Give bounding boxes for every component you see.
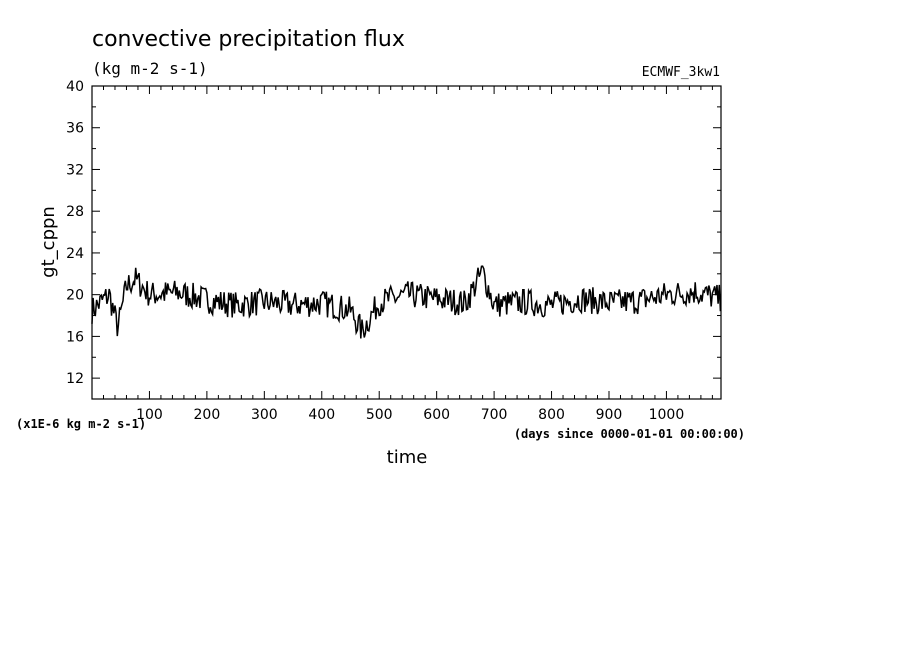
x-tick-label: 1000 <box>649 407 685 423</box>
y-tick-label: 40 <box>66 79 84 95</box>
x-tick-label: 700 <box>481 407 508 423</box>
y-tick-label: 32 <box>66 162 84 178</box>
x-tick-label: 300 <box>251 407 278 423</box>
y-tick-label: 28 <box>66 204 84 220</box>
x-tick-label: 100 <box>136 407 163 423</box>
y-tick-label: 12 <box>66 371 84 387</box>
y-tick-label: 24 <box>66 246 84 262</box>
series-line <box>91 265 722 339</box>
axis-ticks <box>91 85 721 400</box>
y-scale-note: (x1E-6 kg m-2 s-1) <box>16 417 146 431</box>
x-tick-label: 900 <box>596 407 623 423</box>
x-units-note: (days since 0000-01-01 00:00:00) <box>514 427 745 441</box>
x-tick-label: 400 <box>308 407 335 423</box>
chart-units: (kg m-2 s-1) <box>92 59 208 78</box>
y-tick-label: 20 <box>66 288 84 304</box>
x-tick-labels: 100 200 300 400 500 600 700 800 900 1000 <box>136 407 684 423</box>
chart-title: convective precipitation flux <box>92 27 405 52</box>
dataset-label: ECMWF_3kw1 <box>642 65 720 80</box>
y-axis-label: gt_cppn <box>38 206 59 278</box>
x-tick-label: 800 <box>538 407 565 423</box>
x-axis-label: time <box>387 447 428 468</box>
y-tick-label: 16 <box>66 329 84 345</box>
x-tick-label: 600 <box>423 407 450 423</box>
x-tick-label: 200 <box>194 407 221 423</box>
plot-frame <box>91 85 722 400</box>
x-tick-label: 500 <box>366 407 393 423</box>
y-tick-label: 36 <box>66 121 84 137</box>
y-tick-labels: 12 16 20 24 28 32 36 40 <box>66 79 84 387</box>
